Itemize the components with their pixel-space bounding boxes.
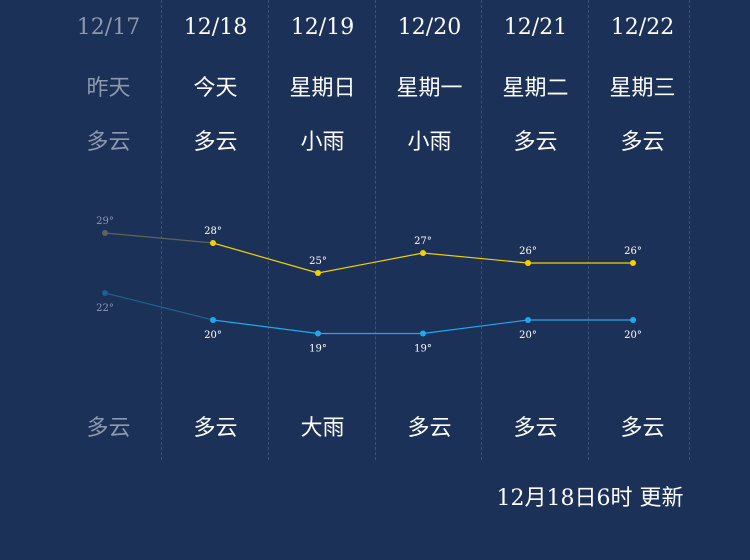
forecast-date: 12/17	[76, 15, 141, 40]
column-divider	[689, 0, 690, 460]
forecast-day-name: 今天	[193, 76, 238, 101]
forecast-day-name: 星期一	[396, 76, 463, 101]
forecast-day-weather: 多云	[620, 130, 665, 155]
forecast-date: 12/22	[610, 15, 675, 40]
column-divider	[481, 0, 482, 460]
forecast-day-weather: 小雨	[300, 130, 345, 155]
forecast-day-weather: 多云	[193, 130, 238, 155]
forecast-date: 12/18	[183, 15, 248, 40]
forecast-date: 12/21	[503, 15, 568, 40]
forecast-day-name: 昨天	[86, 76, 131, 101]
forecast-night-weather: 多云	[193, 416, 238, 441]
forecast-night-weather: 多云	[513, 416, 558, 441]
column-divider	[375, 0, 376, 460]
forecast-day-name: 星期日	[289, 76, 356, 101]
forecast-date: 12/19	[290, 15, 355, 40]
forecast-day-tuesday: 12/21 星期二 多云 多云	[482, 0, 589, 460]
update-time-label: 12月18日6时 更新	[496, 486, 684, 511]
column-divider	[161, 0, 162, 460]
forecast-day-wednesday: 12/22 星期三 多云 多云	[589, 0, 696, 460]
forecast-day-name: 星期三	[609, 76, 676, 101]
forecast-day-sunday: 12/19 星期日 小雨 大雨	[269, 0, 376, 460]
forecast-night-weather: 多云	[407, 416, 452, 441]
forecast-day-today: 12/18 今天 多云 多云	[162, 0, 269, 460]
forecast-day-weather: 小雨	[407, 130, 452, 155]
forecast-day-weather: 多云	[86, 130, 131, 155]
column-divider	[268, 0, 269, 460]
forecast-day-weather: 多云	[513, 130, 558, 155]
column-divider	[588, 0, 589, 460]
forecast-night-weather: 多云	[86, 416, 131, 441]
forecast-day-yesterday: 12/17 昨天 多云 多云	[55, 0, 162, 460]
forecast-day-name: 星期二	[502, 76, 569, 101]
forecast-night-weather: 大雨	[300, 416, 345, 441]
forecast-date: 12/20	[397, 15, 462, 40]
forecast-night-weather: 多云	[620, 416, 665, 441]
forecast-day-monday: 12/20 星期一 小雨 多云	[376, 0, 483, 460]
